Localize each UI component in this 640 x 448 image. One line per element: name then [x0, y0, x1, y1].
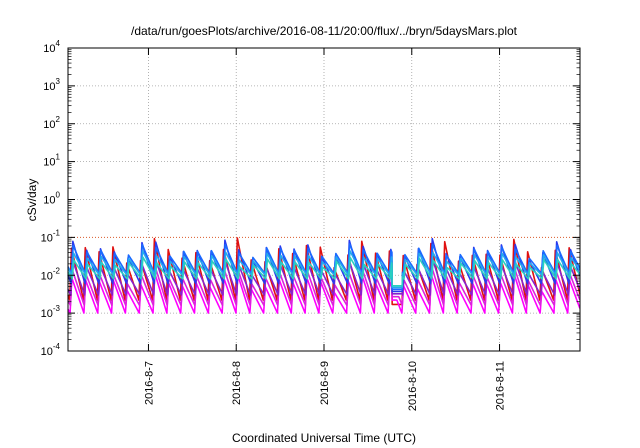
y-tick-label: 10-2: [41, 266, 61, 282]
x-axis-ticks: 2016-8-7 2016-8-8 2016-8-9 2016-8-10 2016-8-…: [143, 48, 507, 411]
x-axis-label: Coordinated Universal Time (UTC): [232, 431, 416, 445]
y-tick-label: 101: [43, 153, 60, 169]
x-tick-label: 2016-8-7: [143, 361, 155, 405]
series-line: [67, 250, 581, 289]
series-line: [67, 272, 581, 314]
x-tick-label: 2016-8-11: [495, 361, 507, 410]
series-line: [67, 256, 581, 296]
y-tick-label: 10-1: [41, 228, 61, 244]
series-group: [67, 237, 581, 314]
x-tick-label: 2016-8-9: [319, 361, 331, 405]
x-tick-label: 2016-8-10: [407, 361, 419, 411]
y-tick-label: 104: [43, 39, 60, 55]
y-tick-label: 10-4: [41, 342, 61, 358]
y-tick-label: 100: [43, 191, 60, 207]
y-axis-label: cSv/day: [25, 179, 39, 222]
series-line: [67, 256, 581, 287]
y-tick-label: 102: [43, 115, 60, 131]
y-tick-label: 10-3: [41, 304, 61, 320]
y-axis-ticks: 104 103 102 101 100 10-1 10-2 10-3 10-4: [41, 39, 580, 358]
x-tick-label: 2016-8-8: [231, 361, 243, 405]
chart-title: /data/run/goesPlots/archive/2016-08-11/2…: [131, 24, 518, 38]
y-tick-label: 103: [43, 77, 60, 93]
series-line: [67, 265, 581, 307]
grid: [68, 48, 580, 351]
